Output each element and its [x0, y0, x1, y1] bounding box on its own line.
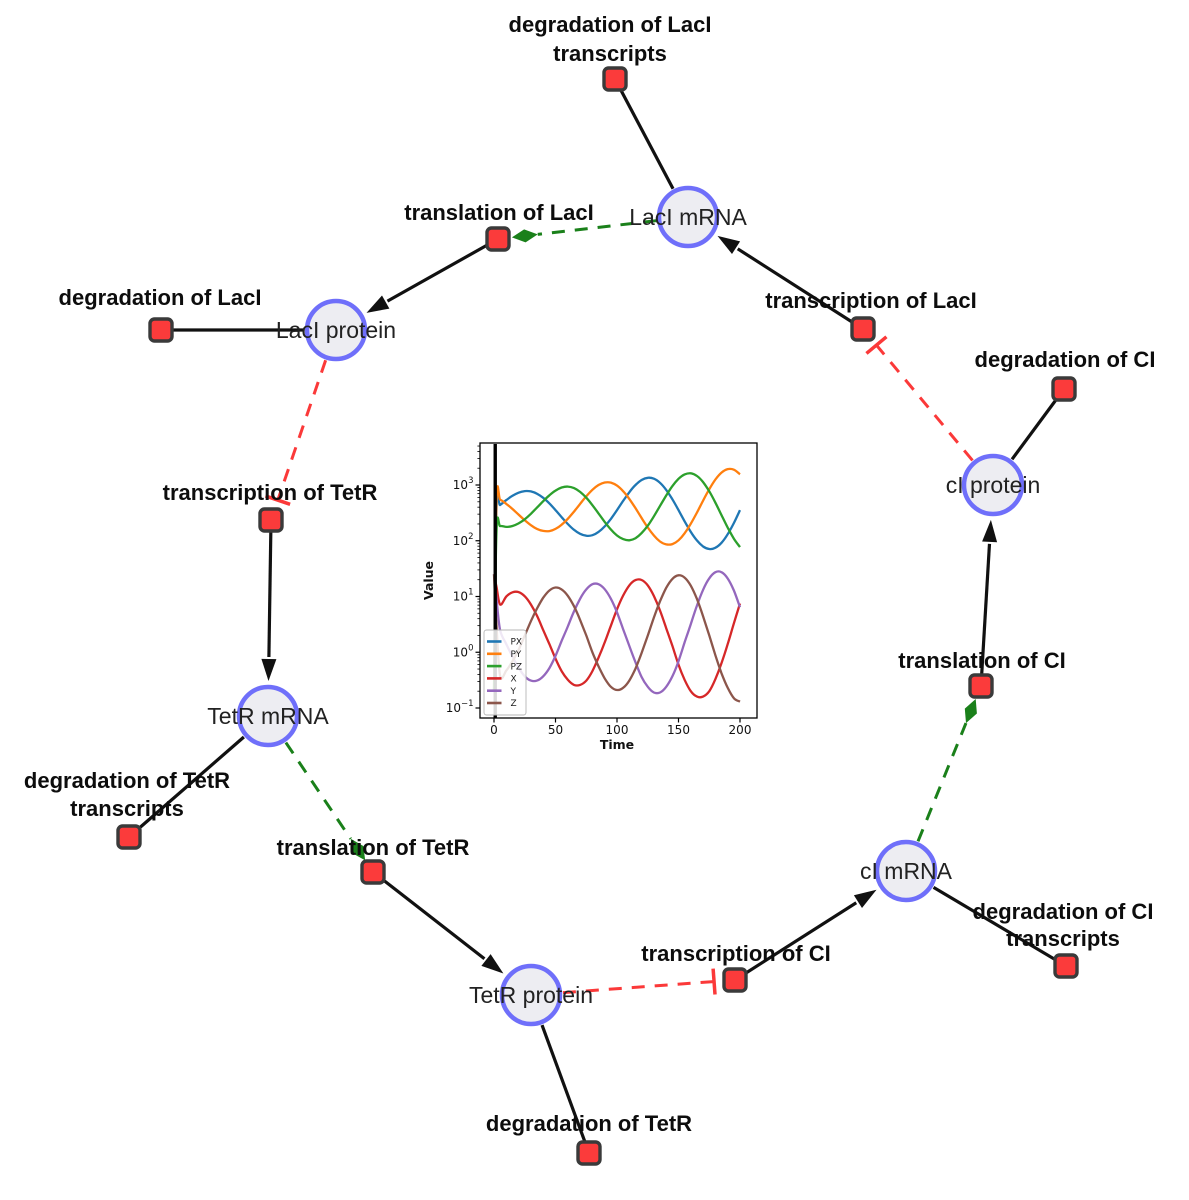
species-node-tetr-protein[interactable] [499, 963, 563, 1027]
legend-entry-pz: PZ [511, 662, 523, 672]
reaction-node-degradation-of-tetr[interactable] [576, 1140, 602, 1166]
legend-entry-x: X [511, 675, 517, 685]
reaction-node-degradation-of-ci[interactable] [1051, 376, 1077, 402]
reaction-label-degradation-of-laci-transcripts: degradation of LacI [509, 12, 712, 37]
reaction-node-transcription-of-ci[interactable] [722, 967, 748, 993]
production-arrowhead-icon [261, 658, 277, 681]
edge-consumption-tetr-protein-degradation-of-tetr [540, 1024, 591, 1154]
plot-y-tick-label: 100 [453, 643, 474, 659]
legend-entry-px: PX [511, 638, 523, 648]
plot-y-tick-label: 10−1 [446, 699, 474, 715]
species-node-laci-mrna[interactable] [656, 185, 720, 249]
edge-production-ci-protein-translation-of-ci [979, 519, 998, 687]
reaction-node-degradation-of-laci[interactable] [148, 317, 174, 343]
production-arrowhead-icon [366, 295, 390, 313]
edge-modifier-tetr-mrna-translation-of-tetr [284, 741, 366, 861]
plot-x-axis-label: Time [600, 737, 634, 752]
edge-consumption-ci-mrna-degradation-of-ci-transcripts [932, 885, 1067, 968]
species-label-laci-mrna: LacI mRNA [629, 204, 747, 230]
plot-y-tick-label: 103 [453, 476, 474, 492]
species-label-tetr-protein: TetR protein [469, 982, 593, 1008]
edge-inhibition-ci-protein-transcription-of-laci [865, 335, 974, 462]
plot-series-py [492, 467, 741, 692]
reaction-node-degradation-of-laci-transcripts[interactable] [602, 66, 628, 92]
legend-entry-y: Y [510, 687, 517, 697]
plot-y-tick-label: 101 [453, 588, 474, 604]
modifier-diamond-icon [350, 838, 366, 861]
reaction-node-translation-of-laci[interactable] [485, 226, 511, 252]
plot-series-y [492, 570, 742, 695]
edge-production-ci-mrna-transcription-of-ci [734, 889, 877, 982]
reaction-node-transcription-of-tetr[interactable] [258, 507, 284, 533]
plot-y-tick-label: 102 [453, 532, 474, 548]
inhibition-tee-icon [865, 335, 888, 355]
reaction-node-transcription-of-laci[interactable] [850, 316, 876, 342]
reaction-label-degradation-of-laci: degradation of LacI [59, 285, 262, 310]
reaction-node-translation-of-tetr[interactable] [360, 859, 386, 885]
edges-layer [127, 78, 1067, 1154]
modifier-diamond-icon [511, 229, 538, 243]
reaction-label-degradation-of-tetr-transcripts-line2: transcripts [70, 796, 184, 821]
plot-x-tick-label: 150 [667, 723, 690, 737]
edge-consumption-laci-mrna-degradation-of-laci-transcripts [613, 78, 675, 190]
labels-layer: degradation of LacI transcripts translatio… [24, 12, 1156, 1136]
production-arrowhead-icon [982, 519, 998, 543]
reaction-label-degradation-of-ci-transcripts: degradation of CI [973, 899, 1154, 924]
reaction-label-translation-of-ci: translation of CI [898, 648, 1065, 673]
reaction-label-degradation-of-ci-transcripts-line2: transcripts [1006, 926, 1120, 951]
edge-production-laci-mrna-transcription-of-laci [717, 235, 864, 331]
reaction-label-transcription-of-ci: transcription of CI [641, 941, 830, 966]
species-node-tetr-mrna[interactable] [236, 684, 300, 748]
nodes-layer [116, 66, 1079, 1166]
plot-x-tick-label: 50 [548, 723, 563, 737]
production-arrowhead-icon [481, 954, 504, 974]
species-label-ci-protein: cI protein [946, 472, 1041, 498]
species-node-ci-protein[interactable] [961, 453, 1025, 517]
edge-modifier-laci-mrna-translation-of-laci [511, 219, 657, 243]
edge-inhibition-laci-protein-transcription-of-tetr [264, 359, 328, 506]
legend-entry-py: PY [511, 650, 522, 660]
reaction-label-degradation-of-tetr-transcripts: degradation of TetR [24, 768, 230, 793]
edge-production-tetr-protein-translation-of-tetr [372, 870, 504, 974]
edge-modifier-ci-mrna-translation-of-ci [916, 699, 977, 842]
edge-production-tetr-mrna-transcription-of-tetr [261, 519, 277, 681]
species-label-ci-mrna: cI mRNA [860, 858, 953, 884]
plot-x-tick-label: 200 [729, 723, 752, 737]
species-node-ci-mrna[interactable] [874, 839, 938, 903]
plot-series-z [492, 574, 741, 703]
reaction-label-transcription-of-tetr: transcription of TetR [163, 480, 378, 505]
plot-x-tick-label: 0 [490, 723, 498, 737]
reaction-label-degradation-of-laci-transcripts-line2: transcripts [553, 41, 667, 66]
reaction-label-degradation-of-ci: degradation of CI [975, 347, 1156, 372]
plot-legend [483, 629, 527, 716]
edge-consumption-tetr-mrna-degradation-of-tetr-transcripts [127, 735, 245, 839]
modifier-diamond-icon [964, 699, 977, 724]
reaction-label-transcription-of-laci: transcription of LacI [765, 288, 976, 313]
inhibition-tee-icon [264, 494, 291, 506]
edge-production-laci-protein-translation-of-laci [366, 237, 499, 313]
reaction-node-degradation-of-tetr-transcripts[interactable] [116, 824, 142, 850]
simulation-plot: 0 50 100 150 200 103 102 101 100 10−1 PX PY PZ XYZ Tim… [421, 442, 758, 752]
plot-series-x [492, 574, 742, 699]
species-label-tetr-mrna: TetR mRNA [207, 703, 329, 729]
plot-x-tick-label: 100 [606, 723, 629, 737]
legend-entry-z: Z [511, 699, 517, 709]
reaction-label-degradation-of-tetr: degradation of TetR [486, 1111, 692, 1136]
production-arrowhead-icon [717, 235, 741, 254]
species-label-laci-protein: LacI protein [276, 317, 396, 343]
reaction-node-degradation-of-ci-transcripts[interactable] [1053, 953, 1079, 979]
edge-inhibition-tetr-protein-transcription-of-ci [562, 968, 717, 995]
plot-series-pz [492, 472, 741, 692]
reaction-label-translation-of-tetr: translation of TetR [277, 835, 470, 860]
reaction-label-translation-of-laci: translation of LacI [404, 200, 593, 225]
inhibition-tee-icon [711, 968, 717, 995]
species-node-laci-protein[interactable] [304, 298, 368, 362]
production-arrowhead-icon [853, 889, 877, 908]
plot-series-px [492, 476, 742, 692]
plot-y-axis-label: Value [421, 561, 436, 600]
reaction-node-translation-of-ci[interactable] [968, 673, 994, 699]
